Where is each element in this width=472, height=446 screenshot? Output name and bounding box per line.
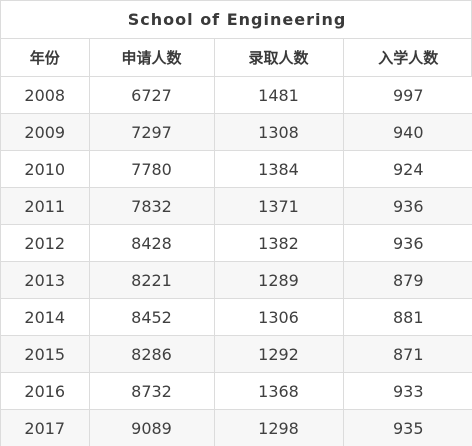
header-enrolled: 入学人数 — [342, 38, 472, 77]
table-row: 2013 8221 1289 879 — [1, 261, 472, 299]
cell-year: 2010 — [1, 150, 90, 188]
cell-admitted: 1292 — [213, 335, 344, 373]
cell-year: 2008 — [1, 76, 90, 114]
table-title: School of Engineering — [1, 1, 472, 39]
cell-year: 2015 — [1, 335, 90, 373]
cell-applicants: 7832 — [88, 187, 215, 225]
cell-admitted: 1481 — [213, 76, 344, 114]
cell-applicants: 7297 — [88, 113, 215, 151]
cell-applicants: 6727 — [88, 76, 215, 114]
cell-admitted: 1298 — [213, 409, 344, 446]
cell-year: 2016 — [1, 372, 90, 410]
cell-applicants: 8286 — [88, 335, 215, 373]
header-applicants: 申请人数 — [88, 38, 215, 77]
table-body: 2008 6727 1481 997 2009 7297 1308 940 2010 7780 13… — [1, 76, 472, 446]
cell-enrolled: 935 — [342, 409, 472, 446]
cell-applicants: 8452 — [88, 298, 215, 336]
cell-enrolled: 997 — [342, 76, 472, 114]
table-row: 2016 8732 1368 933 — [1, 372, 472, 410]
table-row: 2012 8428 1382 936 — [1, 224, 472, 262]
cell-admitted: 1306 — [213, 298, 344, 336]
cell-enrolled: 881 — [342, 298, 472, 336]
cell-year: 2011 — [1, 187, 90, 225]
cell-enrolled: 940 — [342, 113, 472, 151]
cell-applicants: 8221 — [88, 261, 215, 299]
table-row: 2014 8452 1306 881 — [1, 298, 472, 336]
cell-enrolled: 924 — [342, 150, 472, 188]
cell-admitted: 1382 — [213, 224, 344, 262]
cell-year: 2009 — [1, 113, 90, 151]
cell-enrolled: 933 — [342, 372, 472, 410]
cell-year: 2012 — [1, 224, 90, 262]
cell-year: 2017 — [1, 409, 90, 446]
cell-applicants: 7780 — [88, 150, 215, 188]
cell-enrolled: 879 — [342, 261, 472, 299]
cell-enrolled: 936 — [342, 187, 472, 225]
header-year: 年份 — [1, 38, 90, 77]
cell-enrolled: 871 — [342, 335, 472, 373]
table-header-row: 年份 申请人数 录取人数 入学人数 — [1, 38, 472, 77]
cell-admitted: 1368 — [213, 372, 344, 410]
cell-admitted: 1289 — [213, 261, 344, 299]
cell-applicants: 8428 — [88, 224, 215, 262]
table-row: 2015 8286 1292 871 — [1, 335, 472, 373]
table-row: 2010 7780 1384 924 — [1, 150, 472, 188]
cell-applicants: 9089 — [88, 409, 215, 446]
cell-enrolled: 936 — [342, 224, 472, 262]
table-row: 2017 9089 1298 935 — [1, 409, 472, 446]
cell-year: 2014 — [1, 298, 90, 336]
cell-admitted: 1371 — [213, 187, 344, 225]
cell-applicants: 8732 — [88, 372, 215, 410]
cell-admitted: 1308 — [213, 113, 344, 151]
table-row: 2009 7297 1308 940 — [1, 113, 472, 151]
cell-year: 2013 — [1, 261, 90, 299]
table-row: 2008 6727 1481 997 — [1, 76, 472, 114]
header-admitted: 录取人数 — [213, 38, 344, 77]
cell-admitted: 1384 — [213, 150, 344, 188]
table-row: 2011 7832 1371 936 — [1, 187, 472, 225]
